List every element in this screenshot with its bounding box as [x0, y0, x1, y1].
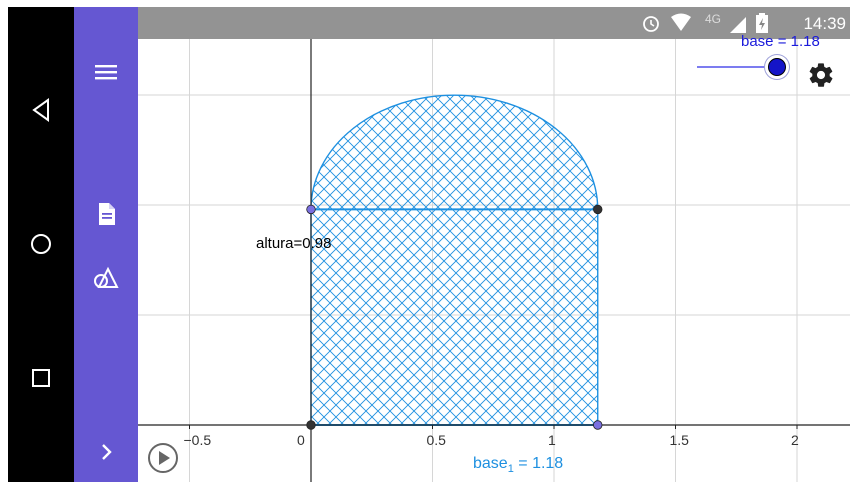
base-slider-track[interactable]	[697, 66, 777, 68]
battery-charging-icon	[756, 13, 768, 33]
x-tick-label: 2	[791, 432, 799, 448]
network-type-label: 4G	[705, 12, 722, 26]
back-triangle-icon[interactable]	[26, 95, 56, 125]
app-toolbar	[74, 7, 138, 482]
home-circle-icon[interactable]	[26, 229, 56, 259]
shape-points[interactable]	[306, 204, 603, 430]
point-top-left[interactable]	[306, 204, 316, 215]
graphics-view[interactable]: −0.5 0 0.5 1 1.5 2	[138, 39, 850, 482]
base1-value: = 1.18	[513, 455, 564, 472]
hatched-region[interactable]	[310, 94, 599, 426]
semicircle-rectangle-shape[interactable]	[310, 94, 599, 426]
geometry-tools-icon[interactable]	[91, 263, 121, 293]
x-tick-label: 0.5	[427, 432, 447, 448]
menu-icon[interactable]	[91, 57, 121, 87]
x-tick-label: −0.5	[184, 432, 212, 448]
base1-name: base	[473, 455, 508, 472]
status-time: 14:39	[803, 14, 846, 33]
x-tick-label: 0	[297, 432, 305, 448]
alarm-icon	[643, 16, 659, 32]
file-icon[interactable]	[91, 199, 121, 229]
base1-subscript: 1	[507, 463, 514, 476]
base-slider-label[interactable]: base = 1.18	[741, 33, 820, 50]
x-tick-label: 1	[548, 432, 556, 448]
base-slider-knob[interactable]	[765, 55, 789, 79]
base1-label[interactable]: base1 = 1.18	[473, 455, 563, 475]
point-bottom-right[interactable]	[593, 420, 603, 430]
play-animation-button[interactable]	[146, 441, 180, 475]
point-top-right[interactable]	[593, 204, 603, 215]
app-frame: 4G 14:39 −0.5 0 0.5 1 1.5 2 base = 1.18	[8, 7, 850, 482]
android-nav-bar	[8, 7, 74, 482]
altura-label[interactable]: altura=0.98	[256, 235, 332, 252]
x-axis-tick-labels: −0.5 0 0.5 1 1.5 2	[184, 425, 799, 448]
chevron-right-icon[interactable]	[91, 437, 121, 467]
x-tick-label: 1.5	[670, 432, 690, 448]
wifi-icon	[671, 13, 691, 31]
status-bar: 4G 14:39	[138, 7, 850, 39]
recents-square-icon[interactable]	[26, 363, 56, 393]
gear-icon[interactable]	[807, 61, 835, 89]
signal-4g-icon	[730, 17, 746, 33]
point-bottom-left[interactable]	[306, 420, 316, 430]
graph-canvas[interactable]: −0.5 0 0.5 1 1.5 2	[138, 39, 850, 482]
axes	[138, 39, 850, 482]
